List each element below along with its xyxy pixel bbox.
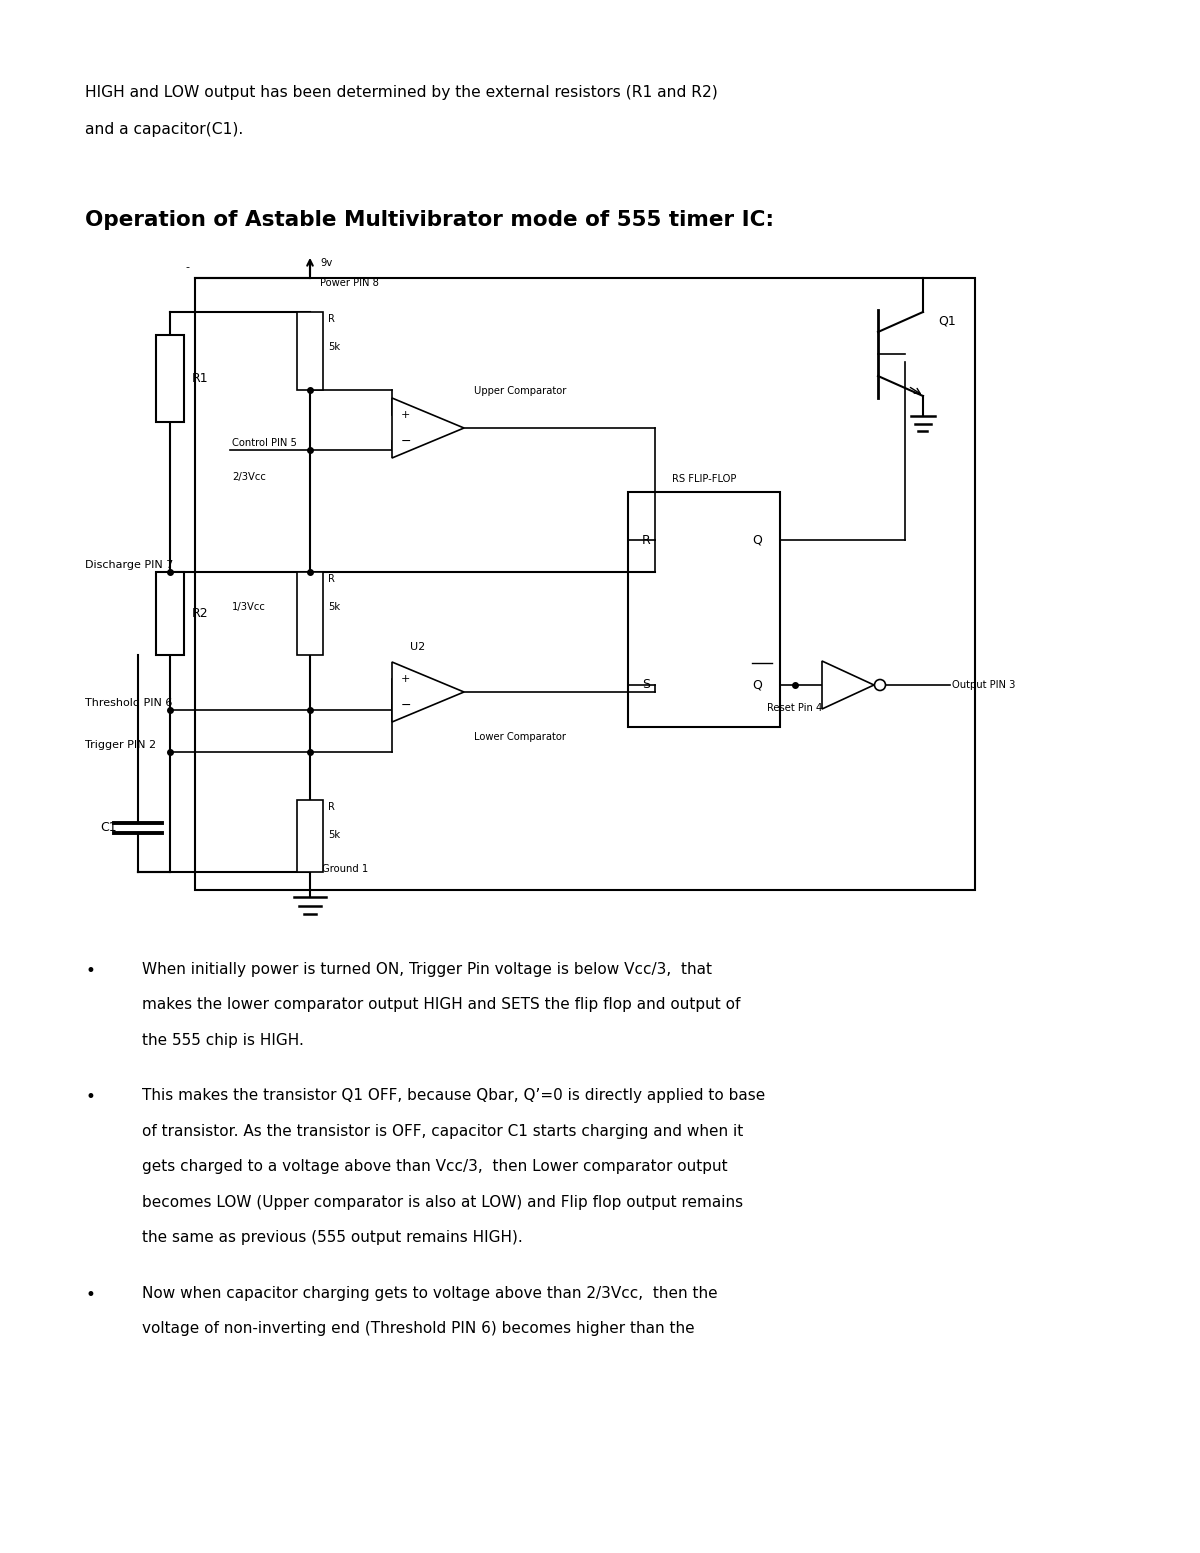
Text: Ground 1: Ground 1 [322, 863, 368, 874]
Text: Q: Q [752, 534, 762, 547]
Text: Operation of Astable Multivibrator mode of 555 timer IC:: Operation of Astable Multivibrator mode … [85, 210, 774, 230]
Text: •: • [85, 1286, 95, 1305]
Text: 5k: 5k [328, 829, 340, 840]
Text: gets charged to a voltage above than Vcc/3,  then Lower comparator output: gets charged to a voltage above than Vcc… [142, 1160, 727, 1174]
Text: becomes LOW (Upper comparator is also at LOW) and Flip flop output remains: becomes LOW (Upper comparator is also at… [142, 1194, 743, 1210]
Text: Trigger PIN 2: Trigger PIN 2 [85, 739, 156, 750]
Bar [298, 800, 323, 871]
Bar [156, 572, 184, 655]
Text: the same as previous (555 output remains HIGH).: the same as previous (555 output remains… [142, 1230, 523, 1246]
Text: Control PIN 5: Control PIN 5 [232, 438, 296, 447]
Text: R: R [328, 801, 335, 812]
Text: Power PIN 8: Power PIN 8 [320, 278, 379, 287]
Text: of transistor. As the transistor is OFF, capacitor C1 starts charging and when i: of transistor. As the transistor is OFF,… [142, 1124, 743, 1138]
Text: −: − [401, 699, 412, 711]
Text: This makes the transistor Q1 OFF, because Qbar, Q’=0 is directly applied to base: This makes the transistor Q1 OFF, becaus… [142, 1089, 766, 1104]
Polygon shape [822, 662, 874, 710]
Bar [298, 312, 323, 390]
Text: Reset Pin 4: Reset Pin 4 [767, 704, 823, 713]
Text: and a capacitor(C1).: and a capacitor(C1). [85, 123, 244, 137]
Text: Output PIN 3: Output PIN 3 [952, 680, 1015, 690]
Text: U2: U2 [410, 641, 425, 652]
Bar [298, 572, 323, 655]
Polygon shape [392, 398, 464, 458]
Text: voltage of non-inverting end (Threshold PIN 6) becomes higher than the: voltage of non-inverting end (Threshold … [142, 1322, 695, 1337]
Text: +: + [401, 410, 410, 419]
Text: S: S [642, 679, 650, 691]
Text: +: + [401, 674, 410, 683]
Text: R: R [328, 314, 335, 325]
Text: When initially power is turned ON, Trigger Pin voltage is below Vcc/3,  that: When initially power is turned ON, Trigg… [142, 961, 712, 977]
Text: C1: C1 [100, 822, 116, 834]
Text: RS FLIP-FLOP: RS FLIP-FLOP [672, 474, 736, 485]
Text: Upper Comparator: Upper Comparator [474, 387, 566, 396]
Text: Discharge PIN 7: Discharge PIN 7 [85, 561, 173, 570]
Text: 2/3Vcc: 2/3Vcc [232, 472, 266, 481]
Text: 9v: 9v [320, 258, 332, 269]
Text: 1/3Vcc: 1/3Vcc [232, 603, 266, 612]
Polygon shape [392, 662, 464, 722]
Bar [628, 492, 780, 727]
Text: R2: R2 [192, 607, 209, 620]
Text: the 555 chip is HIGH.: the 555 chip is HIGH. [142, 1033, 304, 1048]
Text: Lower Comparator: Lower Comparator [474, 731, 566, 742]
Bar [156, 335, 184, 422]
Text: •: • [85, 1089, 95, 1106]
Bar [194, 278, 974, 890]
Text: Now when capacitor charging gets to voltage above than 2/3Vcc,  then the: Now when capacitor charging gets to volt… [142, 1286, 718, 1301]
Text: HIGH and LOW output has been determined by the external resistors (R1 and R2): HIGH and LOW output has been determined … [85, 85, 718, 99]
Text: Q1: Q1 [938, 315, 955, 328]
Text: Threshold PIN 6: Threshold PIN 6 [85, 697, 173, 708]
Text: •: • [85, 961, 95, 980]
Text: 5k: 5k [328, 342, 340, 353]
Circle shape [875, 680, 886, 691]
Text: makes the lower comparator output HIGH and SETS the flip flop and output of: makes the lower comparator output HIGH a… [142, 997, 740, 1013]
Text: 5k: 5k [328, 603, 340, 612]
Text: R1: R1 [192, 373, 209, 385]
Text: Q: Q [752, 679, 762, 691]
Text: −: − [401, 435, 412, 447]
Text: R: R [328, 575, 335, 584]
Text: R: R [642, 534, 650, 547]
Text: -: - [185, 262, 190, 272]
